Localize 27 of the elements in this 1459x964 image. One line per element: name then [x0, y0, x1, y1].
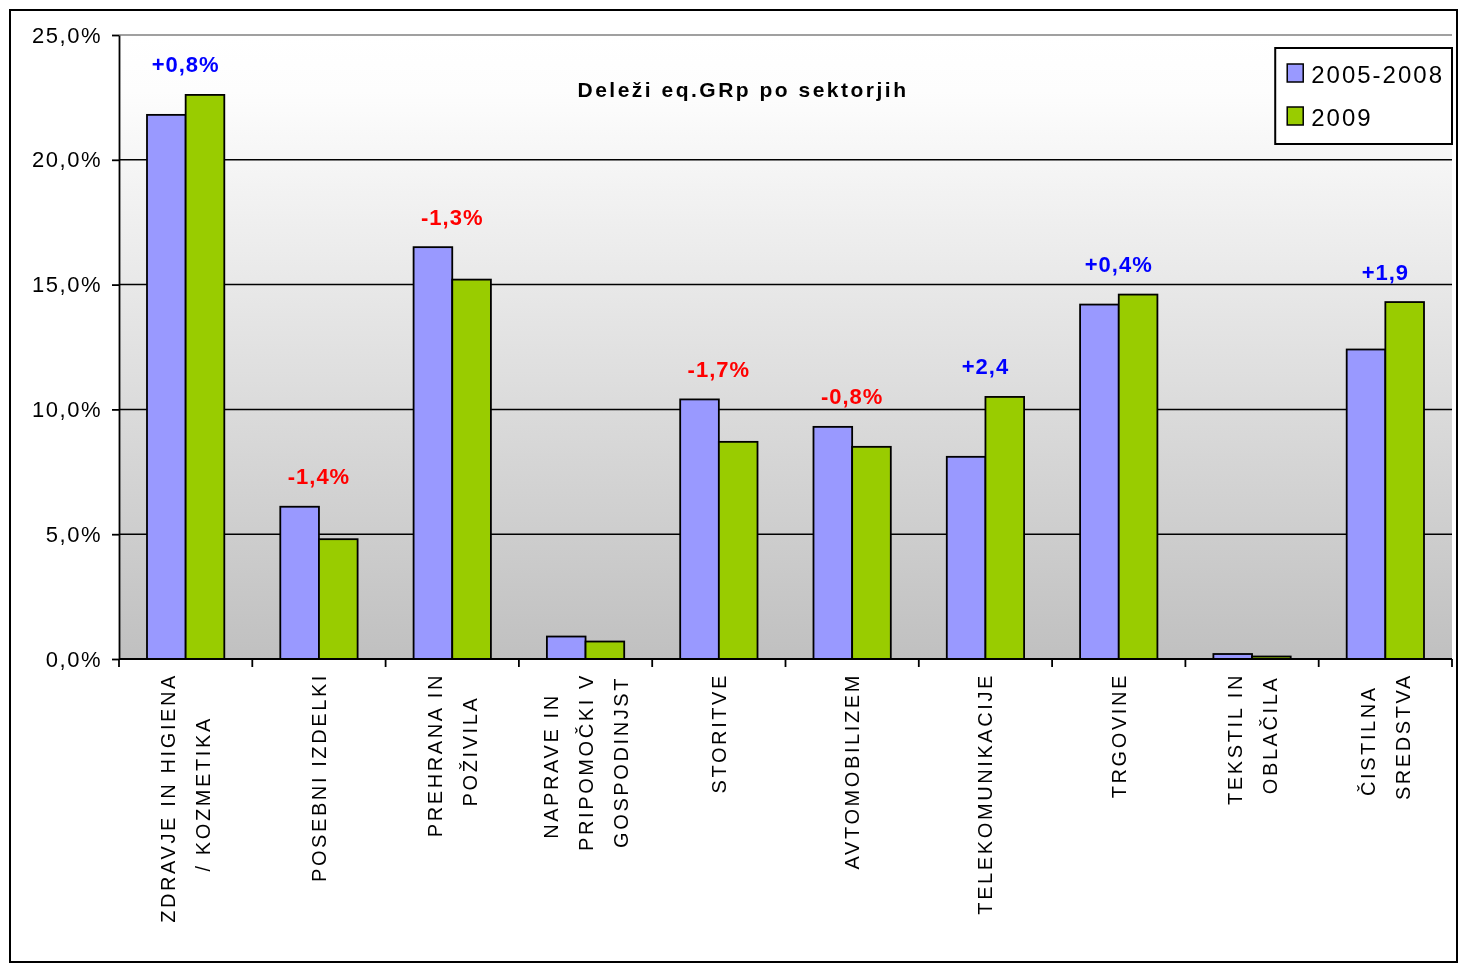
y-tick-label: 20,0% [32, 147, 102, 173]
x-tick-label: ZDRAVJE IN HIGIENA / KOZMETIKA [157, 673, 215, 923]
annotation: -1,7% [687, 356, 751, 382]
y-tick-label: 10,0% [32, 396, 102, 422]
legend-label: 2005-2008 [1311, 60, 1444, 88]
annotation: +2,4 [961, 354, 1010, 380]
annotation: -1,3% [421, 204, 484, 230]
x-tick-label: TEKSTIL IN OBLAČILA [1223, 673, 1281, 805]
annotation: +0,8% [151, 52, 220, 78]
x-tick-label: PREHRANA IN POŽIVILA [423, 673, 481, 838]
x-tick-label: STORITVE [707, 673, 730, 794]
x-tick-label: TELEKOMUNIKACIJE [974, 673, 997, 915]
text: Deleži eq.GRp po sektorjih [577, 77, 909, 101]
y-tick-label: 0,0% [45, 646, 102, 672]
legend-label: 2009 [1311, 103, 1373, 131]
x-tick-label: AVTOMOBILIZEM [841, 673, 864, 870]
x-tick-label: TRGOVINE [1107, 673, 1130, 799]
y-tick-label: 25,0% [32, 22, 102, 48]
annotation: +0,4% [1084, 252, 1153, 278]
x-tick-label: ČISTILNA SREDSTVA [1356, 673, 1414, 809]
annotation: +1,9 [1361, 259, 1410, 285]
y-tick-label: 15,0% [32, 272, 102, 298]
annotation: -1,4% [287, 464, 351, 490]
y-tick-label: 5,0% [45, 521, 102, 547]
annotation: -0,8% [820, 384, 884, 410]
x-tick-label: NAPRAVE IN PRIPOMOČKI V GOSPODINJST [539, 673, 632, 860]
x-tick-label: POSEBNI IZDELKI [307, 673, 330, 883]
